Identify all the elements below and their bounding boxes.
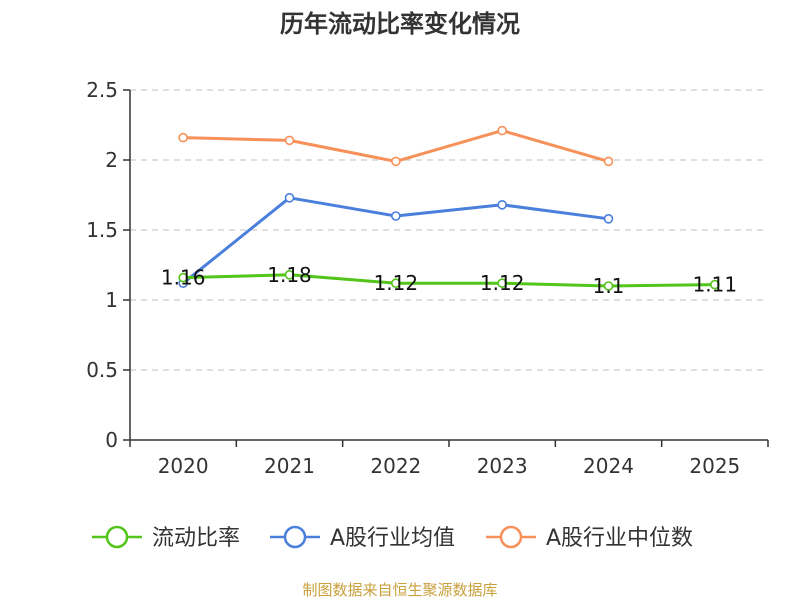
- data-labels: 1.16 1.18 1.12 1.12 1.1 1.11: [161, 263, 737, 298]
- legend-item-0[interactable]: 流动比率: [92, 525, 240, 551]
- data-label: 1.12: [480, 271, 525, 295]
- x-tick-label: 2024: [583, 454, 634, 478]
- data-label: 1.12: [374, 271, 419, 295]
- chart-title: 历年流动比率变化情况: [280, 10, 520, 38]
- data-point[interactable]: [497, 125, 507, 136]
- data-point[interactable]: [391, 211, 401, 221]
- data-point[interactable]: [603, 156, 614, 167]
- data-point[interactable]: [391, 278, 401, 289]
- data-label: 1.11: [693, 273, 738, 297]
- y-tick-label: 1.5: [86, 218, 118, 242]
- legend-marker-icon: [499, 525, 523, 549]
- data-label: 1.1: [593, 274, 625, 298]
- y-tick-label: 0.5: [86, 358, 118, 382]
- data-point[interactable]: [497, 200, 507, 210]
- data-point[interactable]: [178, 272, 188, 283]
- gridlines: [130, 89, 768, 371]
- x-tick-label: 2021: [264, 454, 315, 478]
- data-point[interactable]: [284, 135, 295, 146]
- data-point[interactable]: [284, 269, 295, 280]
- data-point[interactable]: [603, 281, 614, 291]
- x-tick-label: 2022: [370, 454, 421, 478]
- legend-label: 流动比率: [152, 526, 240, 551]
- y-tick-label: 0: [105, 428, 118, 452]
- legend-item-2[interactable]: A股行业中位数: [486, 525, 693, 551]
- x-tick-label: 2023: [477, 454, 528, 478]
- source-note: 制图数据来自恒生聚源数据库: [302, 581, 497, 599]
- data-point[interactable]: [710, 279, 720, 290]
- series-0: [178, 269, 720, 291]
- data-point[interactable]: [284, 193, 295, 203]
- x-tick-label: 2025: [689, 454, 740, 478]
- axes: 0 0.5 1 1.5 2 2.5 2020 2021 2022 2023 2024 2025: [86, 78, 769, 478]
- legend-marker-icon: [283, 525, 307, 549]
- legend[interactable]: 流动比率 A股行业均值 A股行业中位数: [92, 525, 693, 551]
- legend-item-1[interactable]: A股行业均值: [270, 525, 455, 551]
- data-label: 1.18: [267, 263, 312, 287]
- series-line: [183, 273, 715, 288]
- legend-marker-icon: [105, 525, 129, 549]
- x-tick-label: 2020: [158, 454, 209, 478]
- legend-label: A股行业中位数: [546, 526, 693, 551]
- series-lines: [178, 125, 720, 291]
- y-tick-label: 1: [105, 288, 118, 312]
- data-point[interactable]: [497, 278, 507, 289]
- data-point[interactable]: [391, 156, 401, 167]
- series-2: [178, 125, 614, 167]
- y-tick-label: 2: [105, 148, 118, 172]
- legend-label: A股行业均值: [330, 526, 455, 551]
- data-point[interactable]: [603, 214, 614, 224]
- data-label: 1.16: [161, 266, 206, 290]
- y-tick-label: 2.5: [86, 78, 118, 102]
- data-point[interactable]: [178, 132, 188, 143]
